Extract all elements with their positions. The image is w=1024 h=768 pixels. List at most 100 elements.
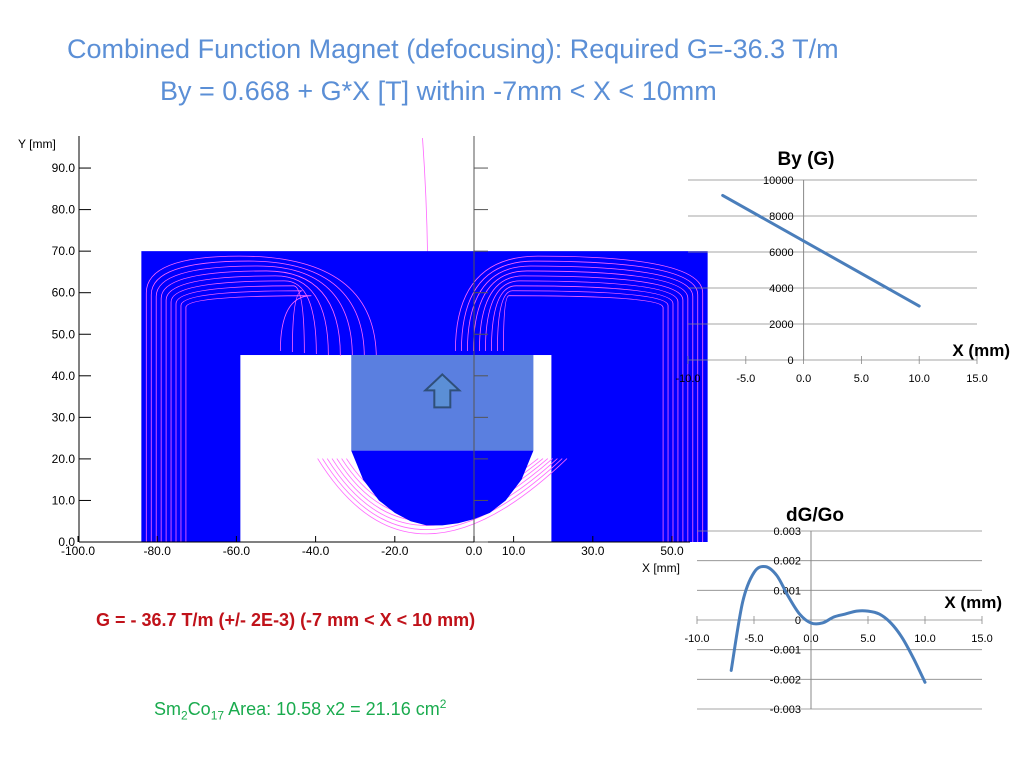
field-line [497,290,669,542]
data-point [890,622,892,624]
area-note-mid: Co [187,699,211,719]
x-tick-label: -60.0 [223,544,251,558]
data-point [833,616,835,618]
y-tick-label: 70.0 [52,244,76,258]
data-point [924,681,926,683]
pole-profile [351,450,534,526]
field-map-chart: 0.0 10.0 20.0 30.0 40.0 50.0 60.0 70.0 80.0 90.0 -… [18,136,708,575]
y-tick-label: 40.0 [52,369,76,383]
data-point [730,669,732,672]
data-point [918,305,920,307]
y-tick-label: 4000 [769,283,793,295]
by-grid [687,179,978,364]
field-line [175,285,305,542]
x-tick-label: -5.0 [745,633,764,645]
y-tick-label: 50.0 [52,327,76,341]
x-tick-label: -80.0 [144,544,172,558]
field-line [455,255,704,542]
field-line [473,270,689,542]
x-tick-label: 10.0 [502,544,526,558]
by-series [721,193,921,308]
field-line [185,295,312,542]
x-tick-label: -40.0 [302,544,330,558]
field-line [160,270,341,542]
x-tick-label: 0.0 [796,373,811,385]
dg-chart-title: dG/Go [786,505,844,526]
y-tick-label: 80.0 [52,203,76,217]
y-tick-label: 30.0 [52,410,76,424]
data-point [856,610,858,612]
x-tick-label: 15.0 [971,633,992,645]
field-line [485,280,679,542]
y-axis-title: Y [mm] [18,137,56,151]
y-tick-label: 10000 [763,175,794,187]
area-note: Sm2Co17 Area: 10.58 x2 = 21.16 cm2 [154,697,446,723]
data-point [867,610,869,612]
series-line [729,564,927,684]
title-line-2: By = 0.668 + G*X [T] within -7mm < X < 1… [160,76,717,106]
area-note-text: Area: 10.58 x2 = 21.16 cm [224,699,440,719]
field-line [317,458,568,535]
data-point [844,613,846,615]
x-tick-label: 15.0 [966,373,987,385]
data-point [810,622,812,624]
field-line [491,285,674,542]
y-tick-label: 0 [787,355,793,367]
y-tick-label: 0.0 [58,535,75,549]
title-line-1: Combined Function Magnet (defocusing): R… [67,34,839,64]
x-axis-title: X [mm] [642,561,680,575]
field-line [170,280,317,542]
by-x-axis-title: X (mm) [952,341,1010,360]
dg-x-axis-title: X (mm) [944,593,1002,612]
field-direction-arrow [422,373,462,409]
y-tick-label: 0.001 [773,585,801,597]
y-tick-label: -0.002 [770,674,801,686]
by-chart-title: By (G) [778,149,835,170]
field-line [155,265,353,542]
by-line-chart: By (G) X (mm) 0 2000 4000 6000 8000 10000 -10.… [675,149,1010,385]
y-tick-label: 0 [795,615,801,627]
x-tick-label: 0.0 [466,544,483,558]
gradient-note: G = - 36.7 T/m (+/- 2E-3) (-7 mm < X < 1… [96,610,476,630]
x-tick-label: -10.0 [675,373,700,385]
field-line [145,255,377,542]
x-tick-label: -5.0 [736,373,755,385]
area-note-sub2: 17 [210,708,225,723]
field-line [150,260,365,542]
field-line [479,275,684,542]
x-tick-label: 5.0 [854,373,869,385]
y-tick-label: 2000 [769,319,793,331]
y-tick-label: -0.001 [770,645,801,657]
x-tick-label: 30.0 [581,544,605,558]
data-point [776,574,778,577]
field-map-axes [78,136,690,543]
series-line [721,193,921,308]
x-tick-label: -20.0 [381,544,409,558]
data-point [799,613,801,615]
area-note-prefix: Sm [154,699,181,719]
field-line [322,458,563,530]
dg-ticks: -0.003 -0.002 -0.001 0 0.001 0.002 0.003 -10.0 -… [684,526,992,716]
dg-series [729,564,927,684]
by-ticks: 0 2000 4000 6000 8000 10000 -10.0 -5.0 0.0 5.0 10.… [675,175,987,385]
x-tick-label: 5.0 [860,633,875,645]
y-tick-label: 10.0 [52,493,76,507]
data-point [901,637,903,639]
y-tick-label: 8000 [769,211,793,223]
data-point [878,613,881,615]
data-point [742,601,744,603]
data-point [787,595,789,597]
y-tick-label: 60.0 [52,286,76,300]
y-tick-label: 0.002 [773,556,801,568]
x-tick-label: -10.0 [684,633,709,645]
field-line [503,295,664,542]
data-point [821,622,824,624]
data-point [764,566,767,568]
field-line [467,265,694,542]
y-tick-label: 20.0 [52,452,76,466]
x-tick-label: 10.0 [914,633,935,645]
area-note-sup: 2 [439,697,447,711]
x-tick-label: 0.0 [803,633,818,645]
y-tick-label: -0.003 [770,704,801,716]
field-line [326,458,558,526]
